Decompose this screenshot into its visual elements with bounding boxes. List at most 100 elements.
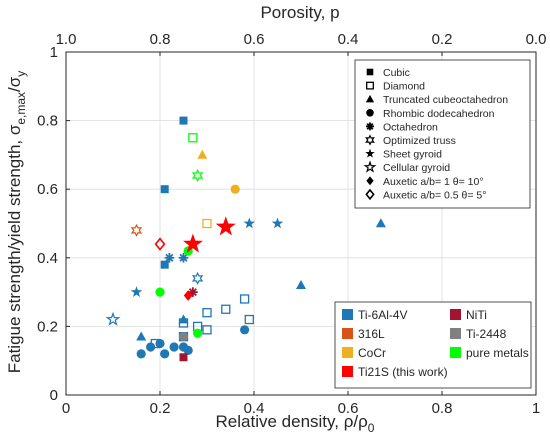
data-point [240, 325, 250, 335]
y-axis-title-sub: e,max [14, 92, 28, 125]
legend-label: Ti-2448 [466, 327, 507, 341]
plot-area-frame [65, 51, 537, 396]
data-point [160, 349, 170, 359]
legend-label: pure metals [466, 346, 529, 360]
data-point [130, 286, 143, 297]
data-point [155, 338, 165, 349]
legend-swatch [342, 309, 353, 320]
data-point [239, 294, 250, 304]
legend-label: Diamond [383, 81, 425, 93]
legend-label: Cubic [383, 67, 410, 79]
top-tick-label: 0.2 [432, 31, 453, 48]
data-point [197, 149, 208, 159]
x-tick-label: 0.8 [432, 400, 453, 417]
x-axis-title-main: Relative density, ρ/ρ [216, 412, 368, 431]
top-axis-title: Porosity, p [260, 3, 339, 22]
legend-label: Truncated cubeoctahedron [383, 94, 508, 106]
legend-marker [366, 122, 374, 131]
data-point [160, 185, 169, 194]
data-point [136, 331, 147, 341]
y-tick-label: 1 [50, 44, 58, 61]
data-points [105, 116, 386, 362]
data-point [178, 314, 189, 324]
y-axis-title-tail-sub: y [14, 71, 28, 77]
legend-marker [366, 176, 374, 186]
y-tick-label: 0 [50, 387, 58, 404]
legend-swatch [450, 347, 461, 358]
y-tick-label: 0.8 [37, 113, 58, 130]
data-point [178, 342, 189, 352]
legend-label: Ti-6Al-4V [358, 308, 408, 322]
data-point [202, 218, 212, 229]
legend-label: Ti21S (this work) [358, 365, 448, 379]
legend-label: 316L [358, 327, 385, 341]
data-point [243, 217, 256, 229]
data-point [230, 184, 240, 194]
data-point [191, 271, 204, 285]
legend-label: Auxetic a/b= 1 θ= 10° [383, 176, 484, 188]
top-tick-label: 0.8 [150, 31, 171, 48]
y-axis-title: Fatigue strength/yield strength, σe,max/… [5, 71, 28, 374]
y-axis-title-tail: /σ [5, 76, 24, 92]
legend-swatch [450, 309, 461, 320]
x-tick-label: 0.4 [244, 400, 265, 417]
top-tick-label: 0.4 [338, 31, 359, 48]
data-point [191, 168, 204, 183]
data-point [202, 325, 212, 335]
legend-marker [365, 148, 375, 158]
data-point [146, 342, 156, 352]
y-tick-label: 0.4 [37, 250, 58, 267]
y-tick-label: 0.2 [37, 318, 58, 335]
data-point [202, 308, 212, 318]
y-tick-label: 0.6 [37, 181, 58, 198]
data-point [296, 280, 306, 290]
legend-swatch [342, 366, 353, 377]
top-tick-label: 0.6 [244, 31, 265, 48]
y-tick-labels: 0 0.2 0.4 0.6 0.8 1 [37, 44, 70, 404]
legend-marker [366, 81, 374, 90]
legend-marker [365, 134, 375, 146]
x-tick-label: 0 [62, 400, 70, 417]
data-point [178, 332, 189, 342]
top-tick-label: 1.0 [56, 31, 77, 48]
x-axis-title: Relative density, ρ/ρ0 [216, 412, 375, 435]
data-point [164, 253, 175, 263]
data-point [375, 218, 386, 228]
x-tick-labels: 0 0.2 0.4 0.6 0.8 1 [62, 391, 540, 417]
legend-label: Cellular gyroid [383, 162, 450, 174]
y-axis-title-main: Fatigue strength/yield strength, σ [5, 124, 24, 373]
legend-marker [363, 160, 377, 173]
legend-label: Auxetic a/b= 0.5 θ= 5° [383, 189, 486, 201]
x-tick-label: 0.2 [150, 400, 171, 417]
material-legend-box [334, 301, 532, 389]
data-point [155, 287, 165, 297]
data-point [154, 237, 166, 251]
top-tick-label: 0.0 [526, 31, 547, 48]
legend-swatch [342, 347, 353, 358]
data-point [188, 133, 198, 143]
data-point [179, 353, 188, 362]
data-point [105, 311, 121, 326]
x-axis-title-sub: 0 [368, 421, 375, 435]
legend-marker [366, 68, 374, 76]
data-point [136, 349, 146, 359]
top-tick-labels: 1.0 0.8 0.6 0.4 0.2 0.0 [56, 31, 547, 56]
data-point [183, 290, 193, 301]
x-tick-label: 1 [532, 400, 540, 417]
legend-marker [365, 94, 375, 103]
data-point [271, 217, 284, 229]
legend-label: Octahedron [383, 121, 438, 133]
data-point [169, 342, 179, 352]
data-point [130, 223, 143, 237]
x-tick-label: 0.6 [338, 400, 359, 417]
legend-marker [365, 188, 375, 201]
legend-label: Rhombic dodecahedron [383, 108, 495, 120]
material-legend: Ti-6Al-4V NiTi 316L Ti-2448 CoCr pure metals T… [334, 301, 532, 389]
shape-legend-box [354, 59, 531, 209]
data-point [221, 304, 231, 314]
data-point [160, 260, 169, 269]
data-point [178, 253, 189, 263]
